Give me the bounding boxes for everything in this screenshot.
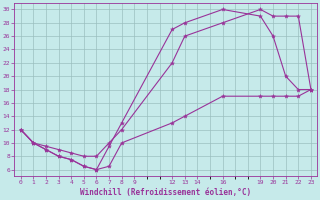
X-axis label: Windchill (Refroidissement éolien,°C): Windchill (Refroidissement éolien,°C) (80, 188, 252, 197)
